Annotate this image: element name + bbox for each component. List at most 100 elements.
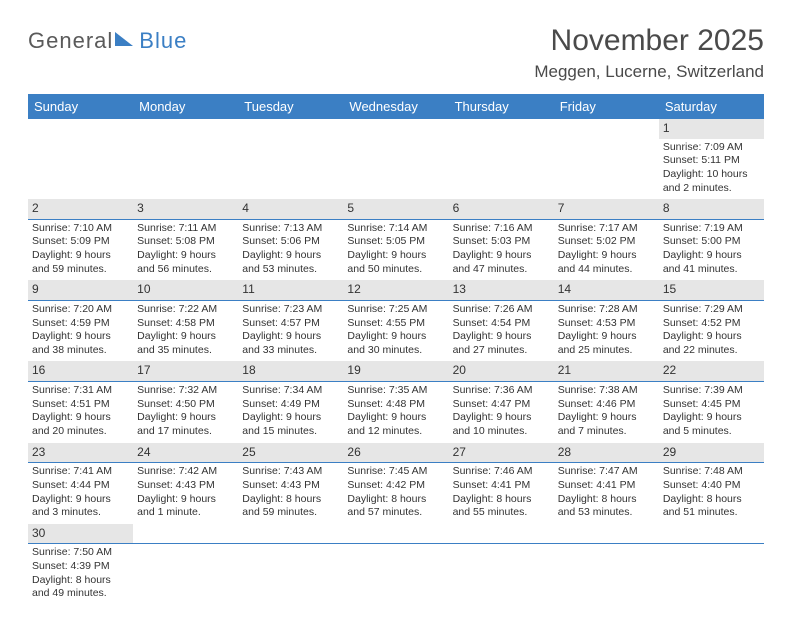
daylight-text-1: Daylight: 9 hours xyxy=(242,249,339,263)
day-cell: Sunrise: 7:26 AMSunset: 4:54 PMDaylight:… xyxy=(449,300,554,361)
day-number-cell xyxy=(28,119,133,139)
day-number-cell xyxy=(133,119,238,139)
daylight-text-2: and 41 minutes. xyxy=(663,263,760,277)
daylight-text-2: and 2 minutes. xyxy=(663,182,760,196)
day-number-cell: 11 xyxy=(238,280,343,300)
sunset-text: Sunset: 5:02 PM xyxy=(558,235,655,249)
col-wednesday: Wednesday xyxy=(343,94,448,119)
day-cell xyxy=(133,139,238,200)
sunrise-text: Sunrise: 7:48 AM xyxy=(663,465,760,479)
day-number-cell: 28 xyxy=(554,443,659,463)
sunrise-text: Sunrise: 7:19 AM xyxy=(663,222,760,236)
sunset-text: Sunset: 4:58 PM xyxy=(137,317,234,331)
day-number-cell: 8 xyxy=(659,199,764,219)
col-monday: Monday xyxy=(133,94,238,119)
week-row: Sunrise: 7:41 AMSunset: 4:44 PMDaylight:… xyxy=(28,463,764,524)
day-number-cell xyxy=(449,119,554,139)
day-cell: Sunrise: 7:29 AMSunset: 4:52 PMDaylight:… xyxy=(659,300,764,361)
daylight-text-1: Daylight: 9 hours xyxy=(32,411,129,425)
sunset-text: Sunset: 4:59 PM xyxy=(32,317,129,331)
daylight-text-1: Daylight: 9 hours xyxy=(32,493,129,507)
daylight-text-2: and 10 minutes. xyxy=(453,425,550,439)
day-number-cell: 13 xyxy=(449,280,554,300)
daylight-text-2: and 53 minutes. xyxy=(558,506,655,520)
sunset-text: Sunset: 4:57 PM xyxy=(242,317,339,331)
sunset-text: Sunset: 4:50 PM xyxy=(137,398,234,412)
day-cell: Sunrise: 7:09 AMSunset: 5:11 PMDaylight:… xyxy=(659,139,764,200)
day-cell: Sunrise: 7:34 AMSunset: 4:49 PMDaylight:… xyxy=(238,382,343,443)
day-cell: Sunrise: 7:22 AMSunset: 4:58 PMDaylight:… xyxy=(133,300,238,361)
sunset-text: Sunset: 4:52 PM xyxy=(663,317,760,331)
day-number-cell xyxy=(659,524,764,544)
sunrise-text: Sunrise: 7:41 AM xyxy=(32,465,129,479)
daylight-text-1: Daylight: 9 hours xyxy=(453,411,550,425)
daylight-text-2: and 7 minutes. xyxy=(558,425,655,439)
day-number-cell: 7 xyxy=(554,199,659,219)
day-cell: Sunrise: 7:25 AMSunset: 4:55 PMDaylight:… xyxy=(343,300,448,361)
daylight-text-1: Daylight: 9 hours xyxy=(347,330,444,344)
day-number-cell: 21 xyxy=(554,361,659,381)
sunset-text: Sunset: 4:41 PM xyxy=(453,479,550,493)
logo-text-general: General xyxy=(28,28,113,54)
sunrise-text: Sunrise: 7:26 AM xyxy=(453,303,550,317)
day-cell: Sunrise: 7:31 AMSunset: 4:51 PMDaylight:… xyxy=(28,382,133,443)
col-friday: Friday xyxy=(554,94,659,119)
sunset-text: Sunset: 5:06 PM xyxy=(242,235,339,249)
sunrise-text: Sunrise: 7:11 AM xyxy=(137,222,234,236)
sunset-text: Sunset: 5:08 PM xyxy=(137,235,234,249)
sunset-text: Sunset: 4:54 PM xyxy=(453,317,550,331)
day-number-cell: 27 xyxy=(449,443,554,463)
daylight-text-2: and 59 minutes. xyxy=(32,263,129,277)
sunset-text: Sunset: 5:05 PM xyxy=(347,235,444,249)
day-number-cell: 5 xyxy=(343,199,448,219)
day-number-cell: 9 xyxy=(28,280,133,300)
day-cell: Sunrise: 7:32 AMSunset: 4:50 PMDaylight:… xyxy=(133,382,238,443)
daylight-text-1: Daylight: 9 hours xyxy=(663,411,760,425)
daylight-text-2: and 12 minutes. xyxy=(347,425,444,439)
day-number-cell: 30 xyxy=(28,524,133,544)
day-cell: Sunrise: 7:38 AMSunset: 4:46 PMDaylight:… xyxy=(554,382,659,443)
day-number-cell xyxy=(449,524,554,544)
sunrise-text: Sunrise: 7:29 AM xyxy=(663,303,760,317)
sunrise-text: Sunrise: 7:45 AM xyxy=(347,465,444,479)
daylight-text-1: Daylight: 8 hours xyxy=(558,493,655,507)
day-cell: Sunrise: 7:47 AMSunset: 4:41 PMDaylight:… xyxy=(554,463,659,524)
daylight-text-2: and 5 minutes. xyxy=(663,425,760,439)
sunrise-text: Sunrise: 7:20 AM xyxy=(32,303,129,317)
daylight-text-1: Daylight: 9 hours xyxy=(242,330,339,344)
day-number-cell: 29 xyxy=(659,443,764,463)
day-cell: Sunrise: 7:48 AMSunset: 4:40 PMDaylight:… xyxy=(659,463,764,524)
col-sunday: Sunday xyxy=(28,94,133,119)
col-thursday: Thursday xyxy=(449,94,554,119)
daylight-text-1: Daylight: 8 hours xyxy=(32,574,129,588)
sunrise-text: Sunrise: 7:22 AM xyxy=(137,303,234,317)
sunset-text: Sunset: 4:48 PM xyxy=(347,398,444,412)
daylight-text-2: and 15 minutes. xyxy=(242,425,339,439)
day-number-cell: 3 xyxy=(133,199,238,219)
daylight-text-2: and 53 minutes. xyxy=(242,263,339,277)
title-block: November 2025 Meggen, Lucerne, Switzerla… xyxy=(534,24,764,82)
day-number-cell: 26 xyxy=(343,443,448,463)
day-cell xyxy=(238,139,343,200)
day-number-cell xyxy=(238,119,343,139)
day-cell xyxy=(659,544,764,605)
daylight-text-2: and 49 minutes. xyxy=(32,587,129,601)
sunrise-text: Sunrise: 7:50 AM xyxy=(32,546,129,560)
sunset-text: Sunset: 4:43 PM xyxy=(137,479,234,493)
day-number-cell: 10 xyxy=(133,280,238,300)
daylight-text-1: Daylight: 9 hours xyxy=(32,330,129,344)
week-row: Sunrise: 7:31 AMSunset: 4:51 PMDaylight:… xyxy=(28,382,764,443)
day-number-cell: 15 xyxy=(659,280,764,300)
sunset-text: Sunset: 4:44 PM xyxy=(32,479,129,493)
day-cell xyxy=(133,544,238,605)
day-number-cell: 20 xyxy=(449,361,554,381)
week-row: Sunrise: 7:20 AMSunset: 4:59 PMDaylight:… xyxy=(28,300,764,361)
daylight-text-2: and 1 minute. xyxy=(137,506,234,520)
sunrise-text: Sunrise: 7:23 AM xyxy=(242,303,339,317)
daynum-row: 30 xyxy=(28,524,764,544)
day-number-cell: 19 xyxy=(343,361,448,381)
daylight-text-2: and 20 minutes. xyxy=(32,425,129,439)
day-number-cell: 4 xyxy=(238,199,343,219)
day-number-cell: 24 xyxy=(133,443,238,463)
day-number-cell: 6 xyxy=(449,199,554,219)
